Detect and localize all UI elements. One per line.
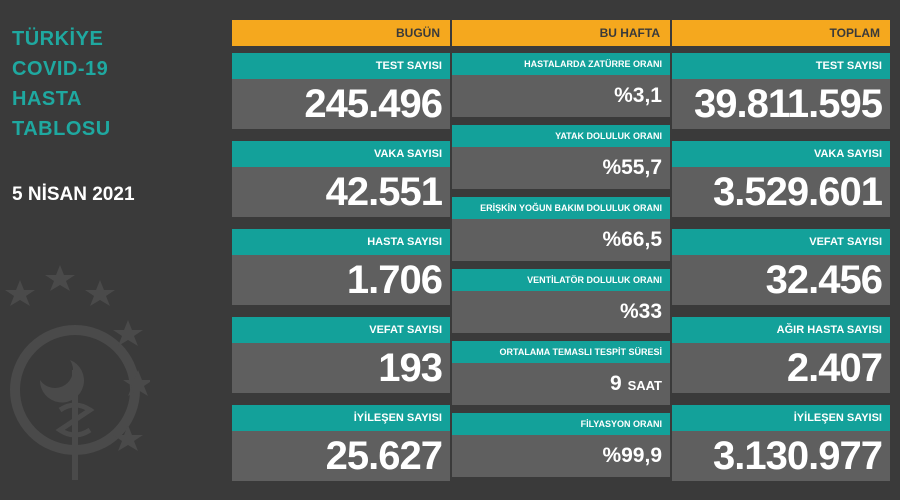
page-title: TÜRKİYE COVID-19 HASTA TABLOSU	[12, 24, 111, 144]
today-case-value: 42.551	[232, 167, 450, 217]
title-line-3: HASTA	[12, 88, 82, 110]
today-case-label: VAKA SAYISI	[232, 141, 450, 167]
week-filiation-value: %99,9	[452, 435, 670, 477]
week-pneumonia-label: HASTALARDA ZATÜRRE ORANI	[452, 53, 670, 75]
today-header: BUGÜN	[232, 20, 450, 46]
total-test-card: TEST SAYISI 39.811.595	[672, 53, 890, 129]
today-death-value: 193	[232, 343, 450, 393]
week-contact-label: ORTALAMA TEMASLI TESPİT SÜRESİ	[452, 341, 670, 363]
week-contact-value: 9 SAAT	[452, 363, 670, 405]
ministry-emblem-icon	[5, 265, 150, 480]
week-pneumonia-value: %3,1	[452, 75, 670, 117]
total-death-card: VEFAT SAYISI 32.456	[672, 229, 890, 305]
total-severe-value: 2.407	[672, 343, 890, 393]
total-death-value: 32.456	[672, 255, 890, 305]
today-test-value: 245.496	[232, 79, 450, 129]
total-case-value: 3.529.601	[672, 167, 890, 217]
today-death-label: VEFAT SAYISI	[232, 317, 450, 343]
report-date: 5 NİSAN 2021	[12, 184, 135, 205]
week-filiation-label: FİLYASYON ORANI	[452, 413, 670, 435]
total-recovered-card: İYİLEŞEN SAYISI 3.130.977	[672, 405, 890, 481]
title-line-4: TABLOSU	[12, 118, 111, 140]
week-ventilator-card: VENTİLATÖR DOLULUK ORANI %33	[452, 269, 670, 333]
week-contact-unit: SAAT	[627, 378, 662, 393]
total-death-label: VEFAT SAYISI	[672, 229, 890, 255]
week-ventilator-label: VENTİLATÖR DOLULUK ORANI	[452, 269, 670, 291]
title-line-2: COVID-19	[12, 58, 109, 80]
week-column: BU HAFTA HASTALARDA ZATÜRRE ORANI %3,1 Y…	[452, 20, 670, 477]
total-test-label: TEST SAYISI	[672, 53, 890, 79]
today-patient-label: HASTA SAYISI	[232, 229, 450, 255]
total-severe-label: AĞIR HASTA SAYISI	[672, 317, 890, 343]
total-test-value: 39.811.595	[672, 79, 890, 129]
week-pneumonia-card: HASTALARDA ZATÜRRE ORANI %3,1	[452, 53, 670, 117]
title-line-1: TÜRKİYE	[12, 28, 104, 50]
week-bed-value: %55,7	[452, 147, 670, 189]
today-column: BUGÜN TEST SAYISI 245.496 VAKA SAYISI 42…	[232, 20, 450, 481]
today-patient-card: HASTA SAYISI 1.706	[232, 229, 450, 305]
today-patient-value: 1.706	[232, 255, 450, 305]
week-icu-value: %66,5	[452, 219, 670, 261]
week-bed-label: YATAK DOLULUK ORANI	[452, 125, 670, 147]
today-case-card: VAKA SAYISI 42.551	[232, 141, 450, 217]
today-death-card: VEFAT SAYISI 193	[232, 317, 450, 393]
today-test-card: TEST SAYISI 245.496	[232, 53, 450, 129]
total-case-card: VAKA SAYISI 3.529.601	[672, 141, 890, 217]
total-column: TOPLAM TEST SAYISI 39.811.595 VAKA SAYIS…	[672, 20, 890, 481]
today-recovered-card: İYİLEŞEN SAYISI 25.627	[232, 405, 450, 481]
week-ventilator-value: %33	[452, 291, 670, 333]
week-icu-card: ERİŞKİN YOĞUN BAKIM DOLULUK ORANI %66,5	[452, 197, 670, 261]
total-severe-card: AĞIR HASTA SAYISI 2.407	[672, 317, 890, 393]
week-contact-number: 9	[610, 372, 622, 395]
week-bed-card: YATAK DOLULUK ORANI %55,7	[452, 125, 670, 189]
total-recovered-label: İYİLEŞEN SAYISI	[672, 405, 890, 431]
week-icu-label: ERİŞKİN YOĞUN BAKIM DOLULUK ORANI	[452, 197, 670, 219]
today-recovered-label: İYİLEŞEN SAYISI	[232, 405, 450, 431]
today-test-label: TEST SAYISI	[232, 53, 450, 79]
total-case-label: VAKA SAYISI	[672, 141, 890, 167]
today-recovered-value: 25.627	[232, 431, 450, 481]
week-contact-card: ORTALAMA TEMASLI TESPİT SÜRESİ 9 SAAT	[452, 341, 670, 405]
total-recovered-value: 3.130.977	[672, 431, 890, 481]
week-header: BU HAFTA	[452, 20, 670, 46]
total-header: TOPLAM	[672, 20, 890, 46]
week-filiation-card: FİLYASYON ORANI %99,9	[452, 413, 670, 477]
